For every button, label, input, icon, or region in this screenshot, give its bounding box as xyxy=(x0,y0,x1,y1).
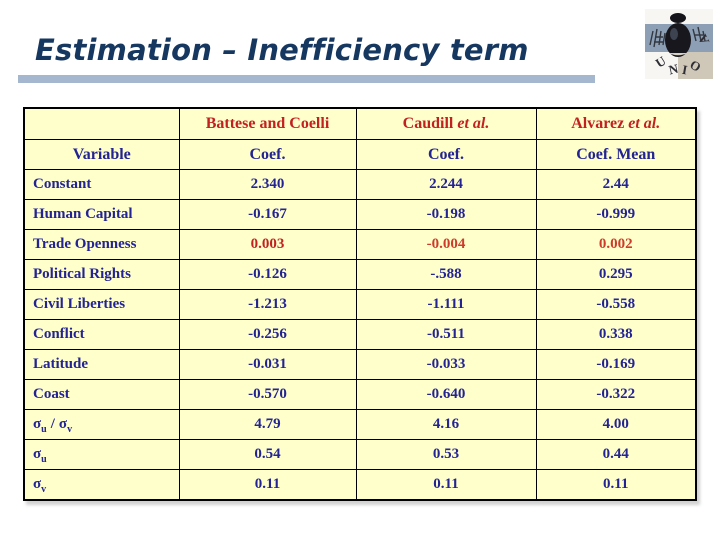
col-header-alvarez: Alvarez et al. xyxy=(535,107,697,140)
cell-value: 0.11 xyxy=(535,469,697,501)
cell-value: 0.44 xyxy=(535,439,697,470)
row-label: Constant xyxy=(23,169,180,200)
row-label: Conflict xyxy=(23,319,180,350)
cell-value: -0.198 xyxy=(355,199,537,230)
cell-value: 0.53 xyxy=(355,439,537,470)
row-label-sigma-v: σv xyxy=(23,469,180,501)
row-label: Political Rights xyxy=(23,259,180,290)
table-row-civil-liberties: Civil Liberties -1.213 -1.111 -0.558 xyxy=(23,289,697,320)
row-label: Civil Liberties xyxy=(23,289,180,320)
cell-value: 2.244 xyxy=(355,169,537,200)
cell-value: -0.031 xyxy=(178,349,357,380)
table-row-coast: Coast -0.570 -0.640 -0.322 xyxy=(23,379,697,410)
table-row-trade-openness: Trade Openness 0.003 -0.004 0.002 xyxy=(23,229,697,260)
cell-value: 0.295 xyxy=(535,259,697,290)
table-row-conflict: Conflict -0.256 -0.511 0.338 xyxy=(23,319,697,350)
cell-value: 4.00 xyxy=(535,409,697,440)
corner-cell xyxy=(23,107,180,140)
table-row-model-headers: Battese and Coelli Caudill et al. Alvare… xyxy=(23,107,697,140)
cell-value: -1.213 xyxy=(178,289,357,320)
sub-header-coef-1: Coef. xyxy=(178,139,357,170)
slide-title: Estimation – Inefficiency term xyxy=(35,33,529,67)
row-label-sigma-u-over-sigma-v: σu / σv xyxy=(23,409,180,440)
table-row-constant: Constant 2.340 2.244 2.44 xyxy=(23,169,697,200)
sub-header-coef-2: Coef. xyxy=(355,139,537,170)
row-label: Latitude xyxy=(23,349,180,380)
cell-value: -0.558 xyxy=(535,289,697,320)
cell-value: 0.54 xyxy=(178,439,357,470)
row-label: Human Capital xyxy=(23,199,180,230)
table-row-sub-headers: Variable Coef. Coef. Coef. Mean xyxy=(23,139,697,170)
university-logo: U N I O V xyxy=(645,9,713,79)
row-label-sigma-u: σu xyxy=(23,439,180,470)
university-logo-icon: U N I O V xyxy=(645,9,713,79)
cell-value: -0.322 xyxy=(535,379,697,410)
sub-header-coef-mean: Coef. Mean xyxy=(535,139,697,170)
cell-value: 0.003 xyxy=(178,229,357,260)
cell-value: -0.033 xyxy=(355,349,537,380)
logo-letter-n: N xyxy=(667,61,680,78)
col-header-battese-coelli: Battese and Coelli xyxy=(178,107,357,140)
title-underline-bar xyxy=(18,75,595,83)
cell-value: -0.167 xyxy=(178,199,357,230)
cell-value: 4.16 xyxy=(355,409,537,440)
table-row-human-capital: Human Capital -0.167 -0.198 -0.999 xyxy=(23,199,697,230)
cell-value: -0.256 xyxy=(178,319,357,350)
cell-value: -0.999 xyxy=(535,199,697,230)
table-row-sigma-u: σu 0.54 0.53 0.44 xyxy=(23,439,697,470)
logo-letter-i: I xyxy=(681,62,689,78)
table-row-sigma-v: σv 0.11 0.11 0.11 xyxy=(23,469,697,501)
cell-value: -0.511 xyxy=(355,319,537,350)
cell-value: 0.11 xyxy=(355,469,537,501)
col-header-caudill: Caudill et al. xyxy=(355,107,537,140)
row-label: Trade Openness xyxy=(23,229,180,260)
table-row-sigma-ratio: σu / σv 4.79 4.16 4.00 xyxy=(23,409,697,440)
row-label: Coast xyxy=(23,379,180,410)
cell-value: -0.640 xyxy=(355,379,537,410)
cell-value: -1.111 xyxy=(355,289,537,320)
cell-value: 0.338 xyxy=(535,319,697,350)
cell-value: 2.44 xyxy=(535,169,697,200)
cell-value: -0.126 xyxy=(178,259,357,290)
cell-value: 2.340 xyxy=(178,169,357,200)
table-row-latitude: Latitude -0.031 -0.033 -0.169 xyxy=(23,349,697,380)
estimation-results-table: Battese and Coelli Caudill et al. Alvare… xyxy=(23,107,697,501)
cell-value: 4.79 xyxy=(178,409,357,440)
cell-value: 0.002 xyxy=(535,229,697,260)
sub-header-variable: Variable xyxy=(23,139,180,170)
cell-value: 0.11 xyxy=(178,469,357,501)
table-row-political-rights: Political Rights -0.126 -.588 0.295 xyxy=(23,259,697,290)
cell-value: -0.004 xyxy=(355,229,537,260)
cell-value: -.588 xyxy=(355,259,537,290)
cell-value: -0.570 xyxy=(178,379,357,410)
cell-value: -0.169 xyxy=(535,349,697,380)
